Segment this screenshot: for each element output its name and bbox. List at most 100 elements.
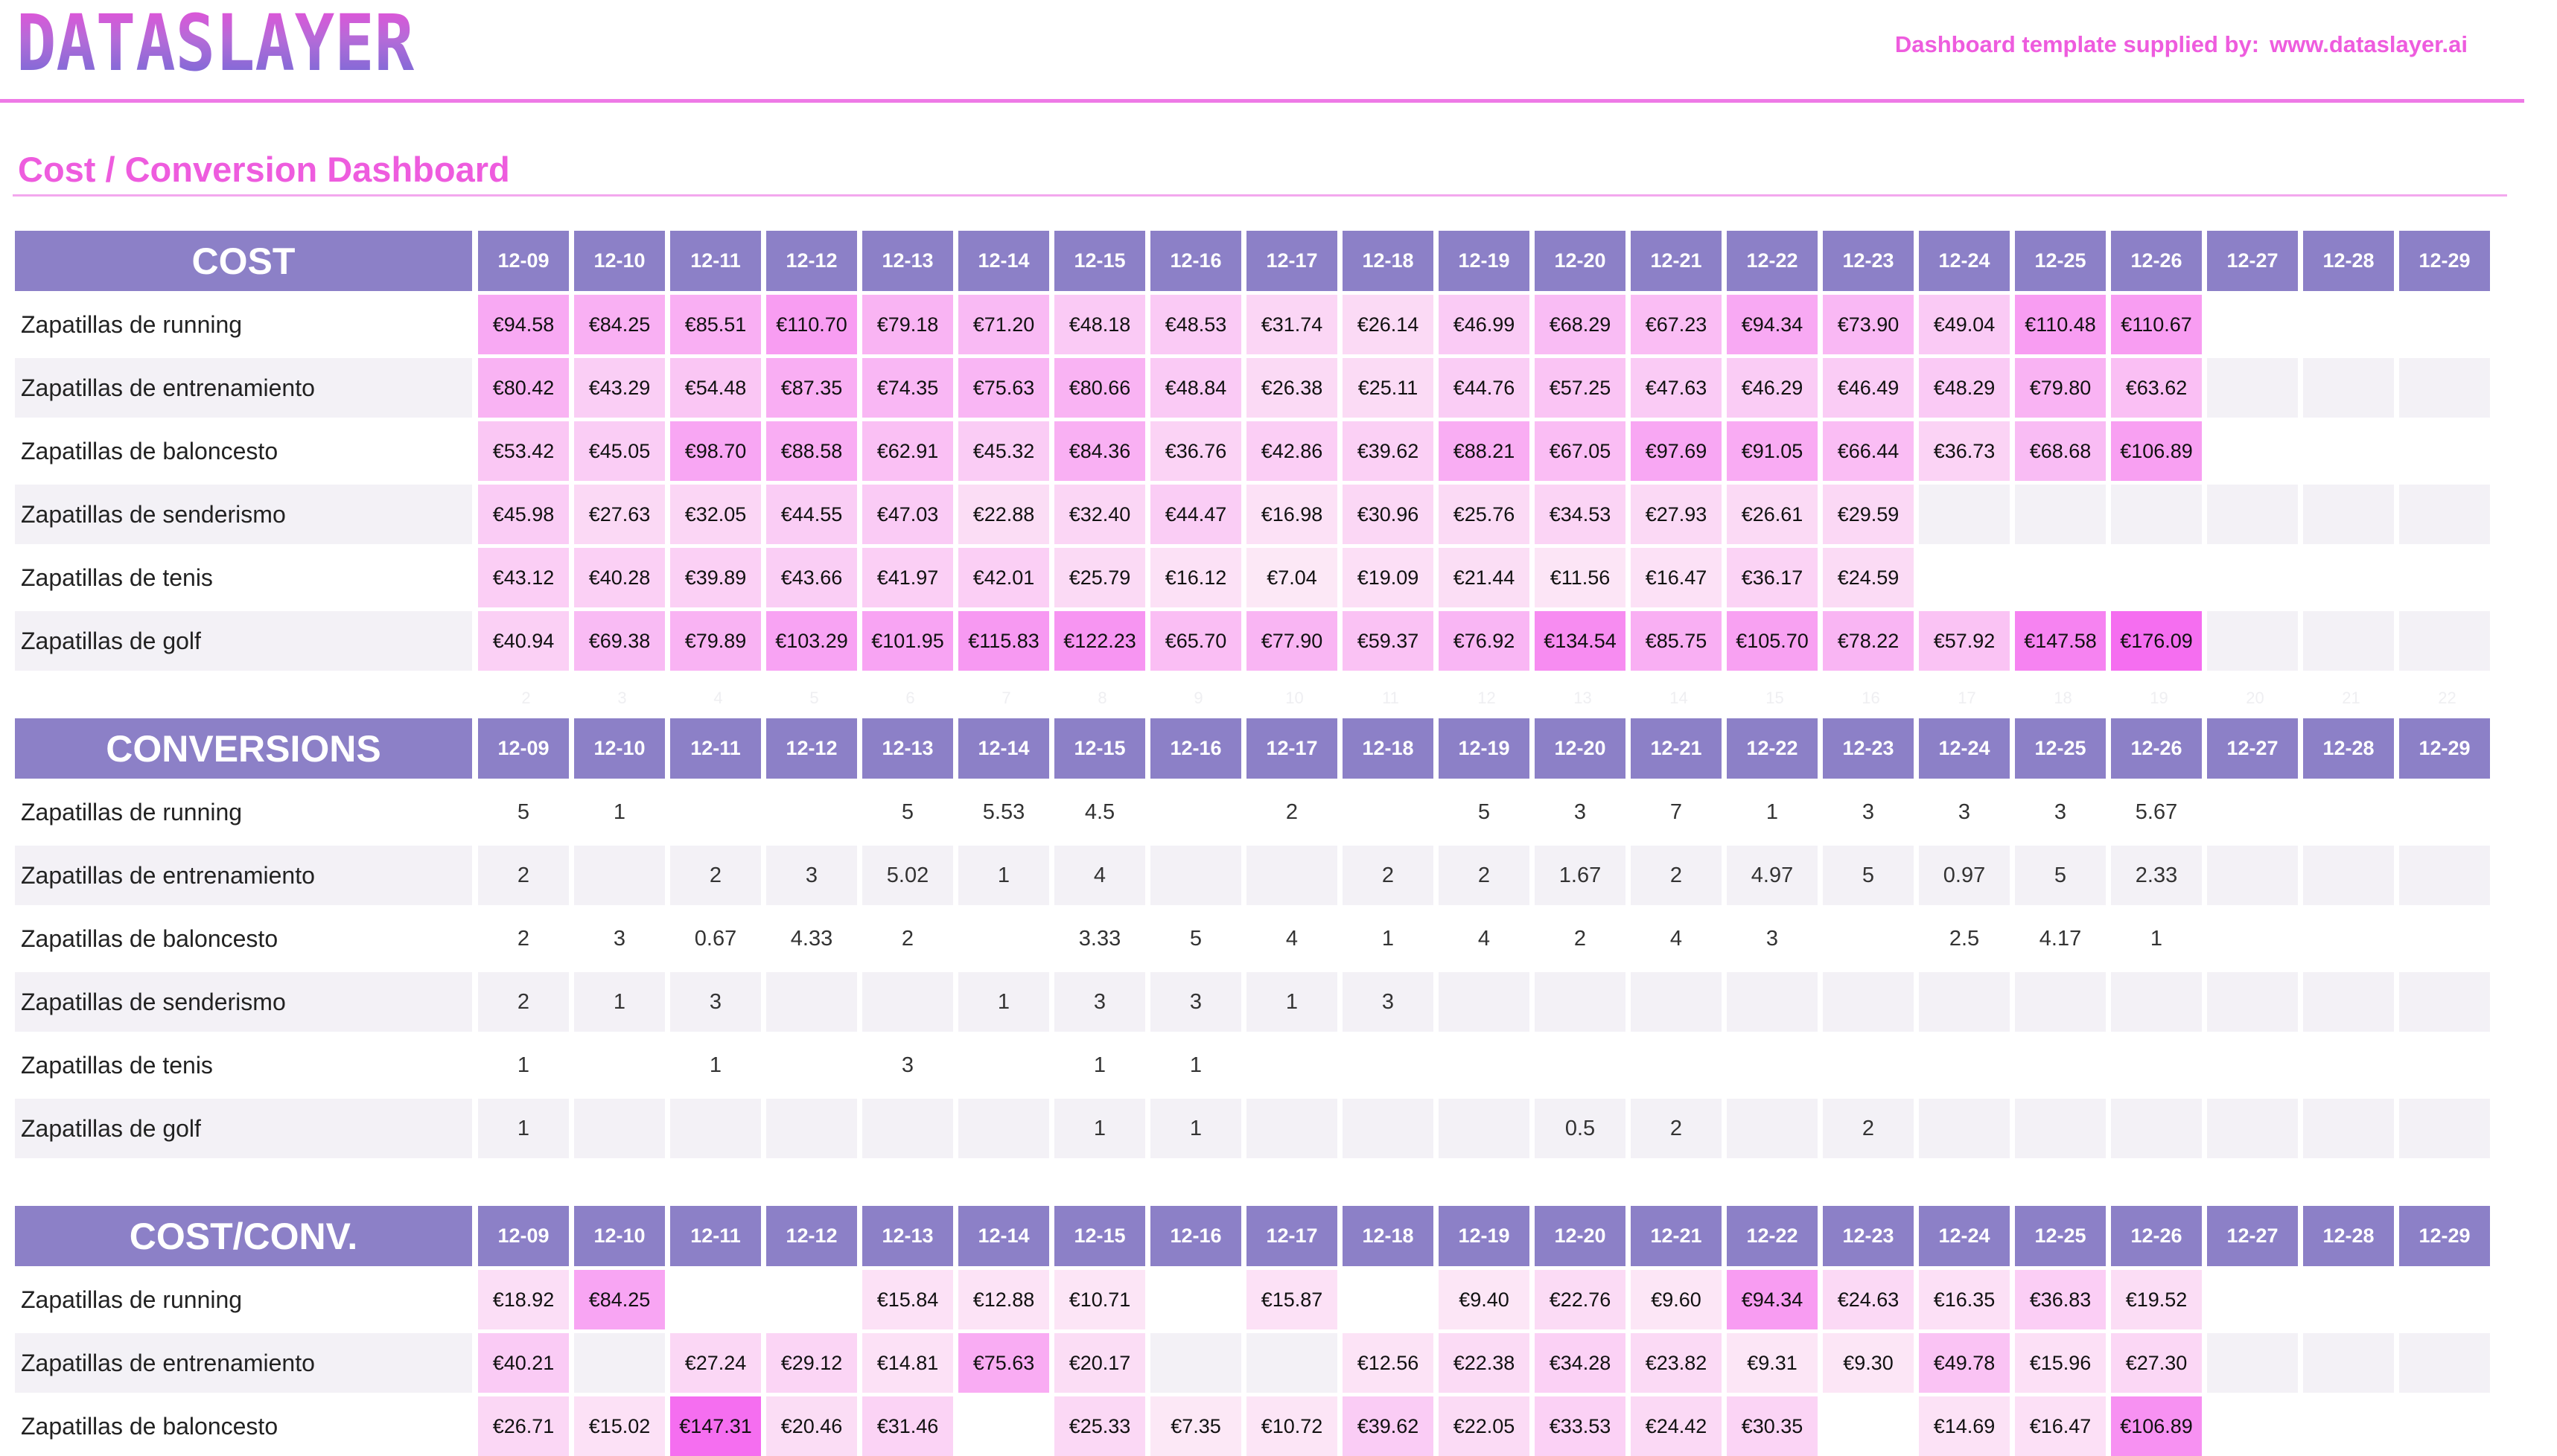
value-cell[interactable]: €91.05: [1727, 421, 1818, 481]
value-cell[interactable]: €46.99: [1439, 295, 1529, 354]
value-cell[interactable]: €45.32: [958, 421, 1049, 481]
value-cell[interactable]: €15.84: [862, 1270, 953, 1329]
value-cell[interactable]: €69.38: [574, 611, 665, 671]
date-header[interactable]: 12-28: [2303, 718, 2394, 779]
value-cell[interactable]: [2399, 1099, 2490, 1158]
value-cell[interactable]: 2: [478, 972, 569, 1032]
value-cell[interactable]: 1: [1381, 926, 1395, 951]
value-cell[interactable]: [1919, 485, 2010, 544]
value-cell[interactable]: 2: [670, 846, 761, 905]
value-cell[interactable]: 1.67: [1535, 846, 1625, 905]
value-cell[interactable]: €16.12: [1150, 548, 1241, 607]
value-cell[interactable]: €36.76: [1150, 421, 1241, 481]
value-cell[interactable]: 4: [1285, 926, 1299, 951]
value-cell[interactable]: [2111, 972, 2202, 1032]
value-cell[interactable]: [574, 1333, 665, 1393]
value-cell[interactable]: [862, 972, 953, 1032]
value-cell[interactable]: [2207, 782, 2298, 842]
value-cell[interactable]: [2303, 548, 2394, 607]
value-cell[interactable]: [1343, 782, 1433, 842]
date-header[interactable]: 12-09: [478, 231, 569, 291]
value-cell[interactable]: [2207, 611, 2298, 671]
value-cell[interactable]: €27.30: [2111, 1333, 2202, 1393]
value-cell[interactable]: €26.61: [1727, 485, 1818, 544]
value-cell[interactable]: [766, 1035, 857, 1095]
value-cell[interactable]: €78.22: [1823, 611, 1914, 671]
date-header[interactable]: 12-22: [1727, 231, 1818, 291]
date-header[interactable]: 12-14: [958, 1206, 1049, 1266]
value-cell[interactable]: 3: [613, 926, 626, 951]
value-cell[interactable]: €12.56: [1343, 1333, 1433, 1393]
value-cell[interactable]: [1343, 1099, 1433, 1158]
value-cell[interactable]: [1150, 1270, 1241, 1329]
value-cell[interactable]: [1246, 1035, 1337, 1095]
value-cell[interactable]: €27.24: [670, 1333, 761, 1393]
value-cell[interactable]: €34.53: [1535, 485, 1625, 544]
value-cell[interactable]: 3: [1862, 799, 1875, 824]
value-cell[interactable]: [1919, 548, 2010, 607]
value-cell[interactable]: 3.33: [1078, 926, 1121, 951]
value-cell[interactable]: [1727, 1035, 1818, 1095]
value-cell[interactable]: 1: [709, 1053, 722, 1077]
value-cell[interactable]: €105.70: [1727, 611, 1818, 671]
value-cell[interactable]: €75.63: [958, 358, 1049, 418]
value-cell[interactable]: [1535, 1035, 1625, 1095]
date-header[interactable]: 12-11: [670, 1206, 761, 1266]
value-cell[interactable]: €98.70: [670, 421, 761, 481]
value-cell[interactable]: €15.02: [574, 1396, 665, 1456]
date-header[interactable]: 12-15: [1054, 231, 1145, 291]
date-header[interactable]: 12-17: [1246, 718, 1337, 779]
value-cell[interactable]: 1: [1246, 972, 1337, 1032]
value-cell[interactable]: €43.66: [766, 548, 857, 607]
value-cell[interactable]: €29.59: [1823, 485, 1914, 544]
value-cell[interactable]: [2399, 295, 2490, 354]
value-cell[interactable]: €67.23: [1631, 295, 1722, 354]
date-header[interactable]: 12-12: [766, 1206, 857, 1266]
value-cell[interactable]: €14.69: [1919, 1396, 2010, 1456]
value-cell[interactable]: €41.97: [862, 548, 953, 607]
date-header[interactable]: 12-19: [1439, 1206, 1529, 1266]
value-cell[interactable]: 5.02: [862, 846, 953, 905]
value-cell[interactable]: 4.33: [790, 926, 833, 951]
value-cell[interactable]: [2207, 972, 2298, 1032]
date-header[interactable]: 12-16: [1150, 718, 1241, 779]
date-header[interactable]: 12-16: [1150, 231, 1241, 291]
value-cell[interactable]: [1919, 1035, 2010, 1095]
value-cell[interactable]: €42.01: [958, 548, 1049, 607]
value-cell[interactable]: [2303, 1396, 2394, 1456]
value-cell[interactable]: 2: [1631, 1099, 1722, 1158]
value-cell[interactable]: [1343, 1035, 1433, 1095]
value-cell[interactable]: [2015, 548, 2106, 607]
value-cell[interactable]: [2207, 358, 2298, 418]
value-cell[interactable]: [1439, 972, 1529, 1032]
value-cell[interactable]: 1: [1150, 1099, 1241, 1158]
value-cell[interactable]: €147.58: [2015, 611, 2106, 671]
value-cell[interactable]: €85.75: [1631, 611, 1722, 671]
value-cell[interactable]: [1631, 1035, 1722, 1095]
value-cell[interactable]: €31.46: [862, 1396, 953, 1456]
value-cell[interactable]: €12.88: [958, 1270, 1049, 1329]
value-cell[interactable]: 3: [1573, 799, 1587, 824]
value-cell[interactable]: €77.90: [1246, 611, 1337, 671]
value-cell[interactable]: €94.58: [478, 295, 569, 354]
value-cell[interactable]: €26.14: [1343, 295, 1433, 354]
value-cell[interactable]: 4.97: [1727, 846, 1818, 905]
value-cell[interactable]: €45.98: [478, 485, 569, 544]
date-header[interactable]: 12-19: [1439, 231, 1529, 291]
value-cell[interactable]: €47.03: [862, 485, 953, 544]
value-cell[interactable]: €20.17: [1054, 1333, 1145, 1393]
value-cell[interactable]: [958, 1099, 1049, 1158]
value-cell[interactable]: [2111, 548, 2202, 607]
value-cell[interactable]: €9.40: [1439, 1270, 1529, 1329]
value-cell[interactable]: [958, 1035, 1049, 1095]
date-header[interactable]: 12-16: [1150, 1206, 1241, 1266]
value-cell[interactable]: [2303, 1035, 2394, 1095]
date-header[interactable]: 12-13: [862, 231, 953, 291]
value-cell[interactable]: 4.5: [1084, 799, 1115, 824]
value-cell[interactable]: 5: [1823, 846, 1914, 905]
value-cell[interactable]: [1823, 972, 1914, 1032]
value-cell[interactable]: €94.34: [1727, 1270, 1818, 1329]
value-cell[interactable]: [862, 1099, 953, 1158]
value-cell[interactable]: €66.44: [1823, 421, 1914, 481]
value-cell[interactable]: 3: [2054, 799, 2067, 824]
